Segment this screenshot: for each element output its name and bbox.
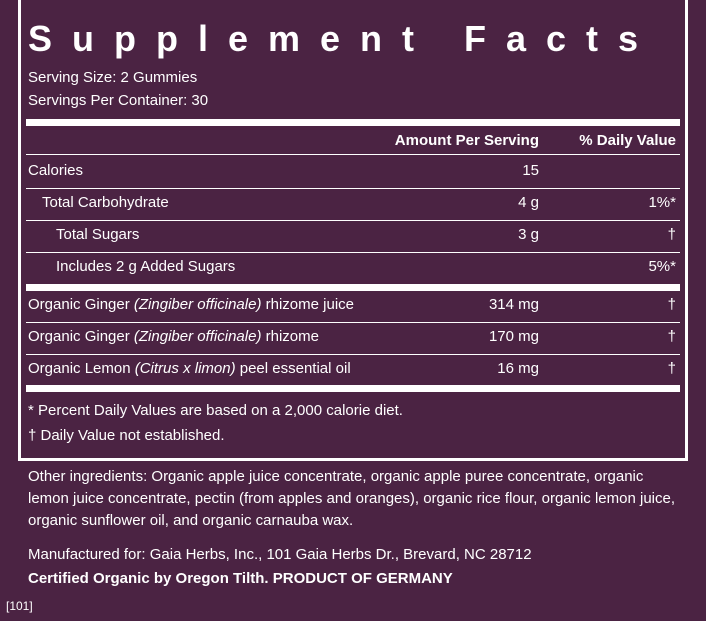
header-amount: Amount Per Serving	[394, 132, 539, 149]
rule	[26, 154, 680, 155]
ingredient-dv: †	[667, 296, 676, 313]
rule	[26, 322, 680, 323]
header-dv: % Daily Value	[579, 132, 676, 149]
rule	[26, 252, 680, 253]
row-name: Total Carbohydrate	[42, 194, 169, 211]
rule	[26, 220, 680, 221]
row-dv: †	[667, 226, 676, 243]
row-amount: 3 g	[518, 226, 539, 243]
ingredient-part: peel essential oil	[239, 360, 351, 377]
rule	[26, 188, 680, 189]
row-dv: 5%*	[648, 258, 676, 275]
row-name: Includes 2 g Added Sugars	[56, 258, 236, 275]
ingredient-dv: †	[667, 328, 676, 345]
facts-box	[18, 0, 688, 461]
footnote: † Daily Value not established.	[28, 427, 225, 444]
rule	[26, 284, 680, 291]
other-ingredients: Other ingredients: Organic apple juice c…	[28, 468, 676, 529]
ingredient-name: Organic Ginger (Zingiber officinale) rhi…	[28, 296, 354, 313]
rule	[26, 119, 680, 126]
ingredient-name: Organic Ginger (Zingiber officinale) rhi…	[28, 328, 319, 345]
ingredient-latin: (Zingiber officinale)	[133, 328, 262, 345]
ingredient-name: Organic Lemon	[28, 360, 131, 377]
ingredient-amount: 314 mg	[488, 296, 539, 313]
ingredient-amount: 170 mg	[488, 328, 539, 345]
ingredient-latin: (Citrus x limon)	[134, 360, 236, 377]
row-dv: 1%*	[648, 194, 676, 211]
row-name: Total Sugars	[56, 226, 140, 243]
ingredient-part: rhizome juice	[265, 296, 354, 313]
row-name: Calories	[28, 162, 84, 179]
certification: Certified Organic by Oregon Tilth. PRODU…	[28, 570, 453, 587]
ingredient-name: Organic Ginger	[28, 296, 130, 313]
rule	[26, 385, 680, 392]
manufacturer: Manufactured for: Gaia Herbs, Inc., 101 …	[28, 546, 532, 563]
row-amount: 4 g	[518, 194, 539, 211]
ingredient-name: Organic Lemon (Citrus x limon) peel esse…	[28, 360, 351, 377]
ingredient-dv: †	[667, 360, 676, 377]
ingredient-part: rhizome	[265, 328, 319, 345]
serving-size: Serving Size: 2 Gummies	[28, 69, 198, 86]
servings: Servings Per Container: 30	[28, 92, 209, 109]
row-amount: 15	[522, 162, 539, 179]
ingredient-latin: (Zingiber officinale)	[133, 296, 262, 313]
ingredient-amount: 16 mg	[497, 360, 539, 377]
title: Supplement Facts	[28, 18, 659, 59]
rule	[26, 354, 680, 355]
code: [101]	[6, 599, 33, 613]
footnote: * Percent Daily Values are based on a 2,…	[28, 402, 403, 419]
ingredient-name: Organic Ginger	[28, 328, 130, 345]
